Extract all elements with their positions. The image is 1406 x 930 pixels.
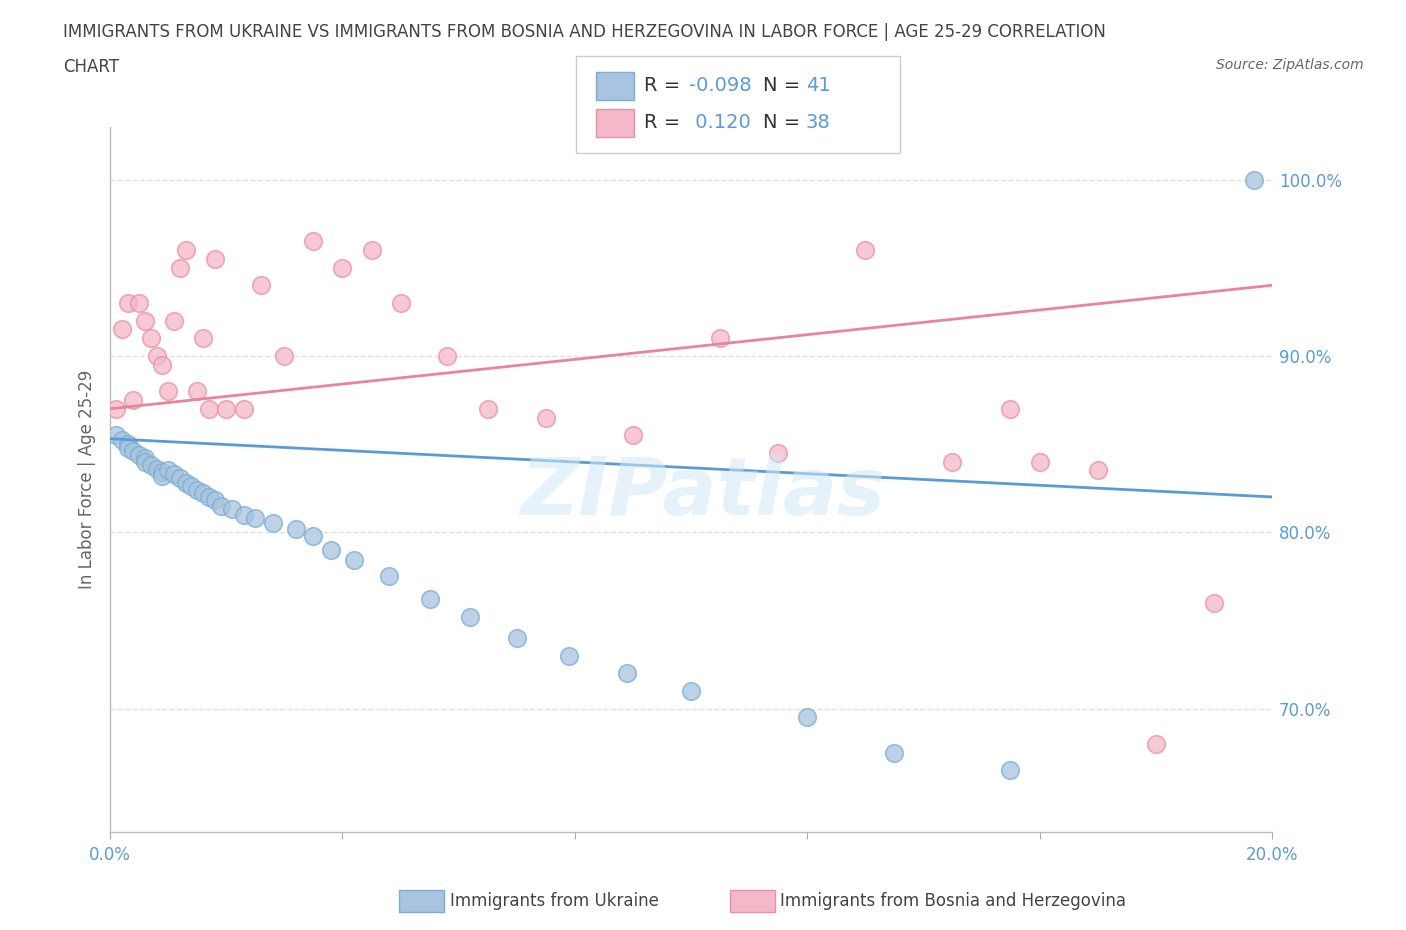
Text: CHART: CHART [63, 58, 120, 75]
Point [111, 433, 134, 448]
Point [232, 507, 254, 522]
Point [1000, 763, 1022, 777]
Point [458, 609, 481, 624]
Point [139, 458, 162, 472]
Point [679, 684, 702, 698]
Point [232, 402, 254, 417]
Point [169, 470, 191, 485]
Point [534, 410, 557, 425]
Point [117, 296, 139, 311]
Text: 41: 41 [806, 76, 831, 95]
Point [1087, 463, 1109, 478]
Point [163, 313, 186, 328]
Text: 0.120: 0.120 [689, 113, 751, 132]
Point [209, 498, 232, 513]
Point [139, 331, 162, 346]
Point [198, 489, 221, 504]
Point [145, 461, 167, 476]
Point [128, 447, 150, 462]
Point [104, 402, 127, 417]
Text: -0.098: -0.098 [689, 76, 752, 95]
Point [157, 463, 180, 478]
Y-axis label: In Labor Force | Age 25-29: In Labor Force | Age 25-29 [79, 369, 96, 589]
Text: Source: ZipAtlas.com: Source: ZipAtlas.com [1216, 58, 1364, 72]
Point [180, 479, 202, 494]
Point [117, 436, 139, 451]
Point [134, 454, 156, 469]
Point [302, 233, 325, 248]
Point [157, 384, 180, 399]
Point [360, 243, 382, 258]
Point [302, 528, 325, 543]
Point [104, 428, 127, 443]
Text: N =: N = [763, 113, 807, 132]
Point [332, 260, 354, 275]
Text: R =: R = [644, 76, 686, 95]
Point [621, 428, 644, 443]
Point [1144, 737, 1167, 751]
Point [883, 745, 905, 760]
Point [616, 666, 638, 681]
Point [506, 631, 529, 645]
Point [273, 349, 295, 364]
Point [215, 402, 238, 417]
Point [250, 278, 273, 293]
Point [853, 243, 876, 258]
Point [419, 591, 441, 606]
Text: R =: R = [644, 113, 686, 132]
Point [378, 569, 401, 584]
Point [122, 444, 145, 458]
Point [262, 516, 284, 531]
Point [163, 467, 186, 482]
Text: IMMIGRANTS FROM UKRAINE VS IMMIGRANTS FROM BOSNIA AND HERZEGOVINA IN LABOR FORCE: IMMIGRANTS FROM UKRAINE VS IMMIGRANTS FR… [63, 23, 1107, 41]
Text: N =: N = [763, 76, 807, 95]
Point [191, 331, 214, 346]
Text: ZIPatlas: ZIPatlas [520, 454, 886, 532]
Point [1000, 402, 1022, 417]
Point [134, 313, 156, 328]
Point [152, 465, 174, 480]
Point [221, 502, 243, 517]
Point [766, 445, 789, 460]
Point [389, 296, 412, 311]
Point [1028, 454, 1050, 469]
Point [796, 710, 818, 724]
Point [941, 454, 963, 469]
Point [436, 349, 458, 364]
Point [198, 402, 221, 417]
Point [245, 511, 267, 525]
Text: Immigrants from Ukraine: Immigrants from Ukraine [450, 892, 659, 910]
Point [174, 475, 197, 490]
Point [204, 251, 226, 266]
Point [174, 243, 197, 258]
Point [186, 483, 208, 498]
Point [204, 493, 226, 508]
Point [122, 392, 145, 407]
Point [1202, 595, 1225, 610]
Point [558, 648, 581, 663]
Point [117, 440, 139, 455]
Point [191, 486, 214, 501]
Point [128, 296, 150, 311]
Point [169, 260, 191, 275]
Point [1243, 172, 1265, 187]
Text: 38: 38 [806, 113, 831, 132]
Point [186, 384, 208, 399]
Point [285, 521, 308, 536]
Point [709, 331, 731, 346]
Point [145, 349, 167, 364]
Point [152, 357, 174, 372]
Point [343, 553, 366, 568]
Text: Immigrants from Bosnia and Herzegovina: Immigrants from Bosnia and Herzegovina [780, 892, 1126, 910]
Point [111, 322, 134, 337]
Point [152, 469, 174, 484]
Point [134, 451, 156, 466]
Point [477, 402, 499, 417]
Point [319, 542, 342, 557]
